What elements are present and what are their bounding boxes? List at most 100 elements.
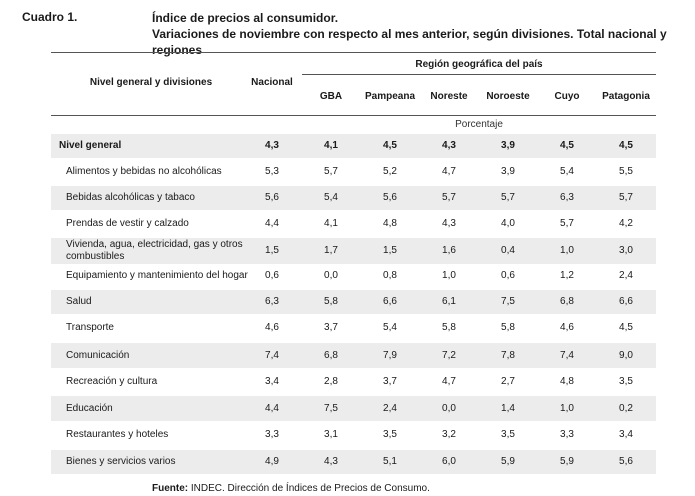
value-region: 3,5: [501, 429, 515, 440]
value-region: 2,7: [501, 376, 515, 387]
table-row: Restaurantes y hoteles 3,3 3,1 3,5 3,2 3,5 3,3…: [51, 423, 656, 447]
value-nacional: 4,6: [265, 322, 279, 333]
table-row: Bienes y servicios varios 4,9 4,3 5,1 6,0 5,9…: [51, 450, 656, 474]
value-region: 4,8: [383, 218, 397, 229]
value-region: 3,4: [619, 429, 633, 440]
table-row: Educación 4,4 7,5 2,4 0,0 1,4 1,0 0,2: [51, 396, 656, 421]
value-nacional: 6,3: [265, 296, 279, 307]
value-region: 3,9: [501, 140, 515, 151]
table-row: Transporte 4,6 3,7 5,4 5,8 5,8 4,6 4,5: [51, 316, 656, 340]
value-region: 5,9: [560, 456, 574, 467]
header-region: Noroeste: [486, 91, 530, 102]
row-label: Prendas de vestir y calzado: [66, 218, 189, 229]
header-nacional: Nacional: [251, 77, 293, 88]
value-region: 5,8: [501, 322, 515, 333]
value-region: 6,8: [560, 296, 574, 307]
value-region: 5,1: [383, 456, 397, 467]
value-nacional: 1,5: [265, 245, 279, 256]
value-region: 4,5: [619, 140, 633, 151]
source-text: INDEC. Dirección de Índices de Precios d…: [188, 483, 430, 494]
value-region: 6,8: [324, 350, 338, 361]
table-title: Índice de precios al consumidor. Variaci…: [152, 10, 695, 58]
value-region: 5,9: [501, 456, 515, 467]
value-region: 4,5: [619, 322, 633, 333]
table-row: Vivienda, agua, electricidad, gas y otro…: [51, 238, 656, 264]
table-row: Bebidas alcohólicas y tabaco 5,6 5,4 5,6 5,7…: [51, 186, 656, 210]
value-region: 7,9: [383, 350, 397, 361]
value-region: 6,3: [560, 192, 574, 203]
title-line-2: Variaciones de noviembre con respecto al…: [152, 27, 667, 57]
value-region: 2,4: [383, 403, 397, 414]
row-label-line-2: combustibles: [66, 251, 125, 262]
value-region: 1,4: [501, 403, 515, 414]
value-region: 4,2: [619, 218, 633, 229]
value-nacional: 4,9: [265, 456, 279, 467]
value-region: 7,2: [442, 350, 456, 361]
value-region: 5,7: [442, 192, 456, 203]
value-region: 3,7: [383, 376, 397, 387]
value-region: 5,7: [619, 192, 633, 203]
value-region: 0,8: [383, 270, 397, 281]
source-note: Fuente: INDEC. Dirección de Índices de P…: [152, 483, 430, 494]
table-row: Prendas de vestir y calzado 4,4 4,1 4,8 4,3 4…: [51, 212, 656, 236]
value-region: 1,0: [560, 403, 574, 414]
value-region: 5,4: [383, 322, 397, 333]
header-region: Patagonia: [602, 91, 650, 102]
value-nacional: 0,6: [265, 270, 279, 281]
value-region: 3,5: [619, 376, 633, 387]
value-region: 6,6: [383, 296, 397, 307]
value-region: 5,8: [324, 296, 338, 307]
value-region: 1,0: [560, 245, 574, 256]
value-region: 3,9: [501, 166, 515, 177]
row-label: Vivienda, agua, electricidad, gas y otro…: [66, 239, 243, 263]
table-caption-number: Cuadro 1.: [22, 10, 78, 24]
value-region: 4,1: [324, 218, 338, 229]
value-region: 5,7: [324, 166, 338, 177]
row-label: Bebidas alcohólicas y tabaco: [66, 192, 195, 203]
value-region: 0,4: [501, 245, 515, 256]
value-region: 0,0: [442, 403, 456, 414]
value-nacional: 4,4: [265, 218, 279, 229]
value-region: 4,5: [560, 140, 574, 151]
header-region: Noreste: [430, 91, 468, 102]
value-region: 3,3: [560, 429, 574, 440]
table-row: Salud 6,3 5,8 6,6 6,1 7,5 6,8 6,6: [51, 290, 656, 314]
value-region: 5,7: [560, 218, 574, 229]
value-region: 2,4: [619, 270, 633, 281]
header-bottom-rule: [51, 115, 656, 116]
value-region: 4,3: [324, 456, 338, 467]
value-region: 7,8: [501, 350, 515, 361]
value-nacional: 3,3: [265, 429, 279, 440]
table-row: Equipamiento y mantenimiento del hogar 0,…: [51, 264, 656, 288]
value-nacional: 4,4: [265, 403, 279, 414]
value-region: 1,6: [442, 245, 456, 256]
value-region: 3,7: [324, 322, 338, 333]
row-label: Recreación y cultura: [66, 376, 158, 387]
value-region: 5,4: [324, 192, 338, 203]
value-region: 0,6: [501, 270, 515, 281]
value-region: 7,5: [324, 403, 338, 414]
value-region: 4,5: [383, 140, 397, 151]
value-nacional: 7,4: [265, 350, 279, 361]
table-row: Alimentos y bebidas no alcohólicas 5,3 5,7…: [51, 160, 656, 184]
row-label: Salud: [66, 296, 92, 307]
value-region: 7,5: [501, 296, 515, 307]
row-label: Restaurantes y hoteles: [66, 429, 169, 440]
row-label: Transporte: [66, 322, 114, 333]
unit-label: Porcentaje: [455, 119, 503, 130]
row-label: Equipamiento y mantenimiento del hogar: [66, 270, 248, 281]
value-region: 5,6: [619, 456, 633, 467]
table-row-total: Nivel general 4,3 4,1 4,5 4,3 3,9 4,5 4,5: [51, 134, 656, 158]
value-nacional: 5,6: [265, 192, 279, 203]
title-line-1: Índice de precios al consumidor.: [152, 11, 339, 25]
value-region: 4,1: [324, 140, 338, 151]
value-region: 6,6: [619, 296, 633, 307]
value-region: 3,2: [442, 429, 456, 440]
value-nacional: 4,3: [265, 140, 279, 151]
value-region: 4,6: [560, 322, 574, 333]
value-region: 5,5: [619, 166, 633, 177]
value-region: 1,2: [560, 270, 574, 281]
table-top-rule: [51, 52, 656, 53]
value-region: 6,1: [442, 296, 456, 307]
source-label: Fuente:: [152, 483, 189, 494]
